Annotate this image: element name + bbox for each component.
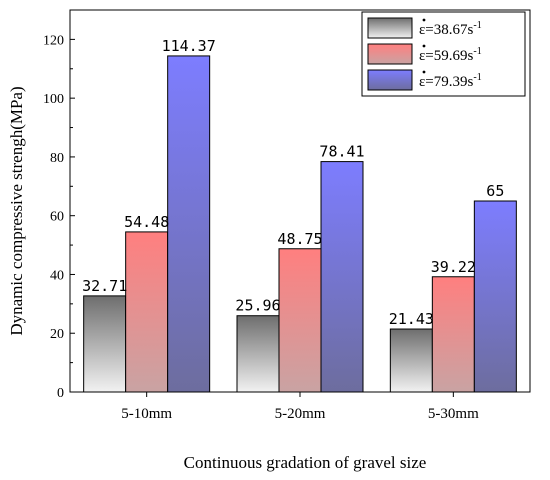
legend-rate-dot: [422, 70, 426, 74]
legend: ε=38.67s-1 ε=59.69s-1 ε=79.39s-1: [361, 11, 526, 97]
legend-label: ε=59.69s-1: [419, 46, 482, 64]
x-tick-label: 5-10mm: [121, 406, 172, 422]
y-tick-label: 0: [57, 386, 64, 401]
bar: [473, 200, 517, 393]
y-tick-label: 40: [50, 268, 64, 283]
legend-swatch: [367, 69, 413, 91]
bar-value-label: 21.43: [389, 310, 434, 328]
x-axis: 5-10mm 5-20mm 5-30mm: [121, 392, 479, 422]
y-tick-label: 80: [50, 151, 64, 166]
y-tick-label: 60: [50, 210, 64, 225]
bar-value-label: 65: [486, 182, 504, 200]
bar-value-label: 78.41: [319, 143, 364, 161]
bar: [389, 328, 433, 393]
legend-swatch: [367, 43, 413, 65]
bar-value-label: 25.96: [235, 297, 280, 315]
legend-rate-dot: [422, 44, 426, 48]
legend-rate-dot: [422, 18, 426, 22]
bar: [320, 161, 364, 393]
x-tick-label: 5-30mm: [428, 406, 479, 422]
bar: [431, 276, 475, 393]
legend-swatch: [367, 17, 413, 39]
x-tick-label: 5-20mm: [275, 406, 326, 422]
y-tick-label: 20: [50, 327, 64, 342]
y-tick-label: 120: [43, 33, 64, 48]
bar: [167, 55, 211, 393]
y-axis-title: Dynamic compressive strengh(MPa): [7, 86, 26, 335]
bar-value-label: 114.37: [162, 37, 216, 55]
bar-value-label: 39.22: [431, 258, 476, 276]
bar: [278, 248, 322, 393]
bar: [236, 315, 280, 393]
bar-value-label: 48.75: [277, 230, 322, 248]
value-labels-group: 32.71 54.48 114.37 25.96 48.75 78.41 21.43 39.2…: [82, 37, 504, 328]
bar: [125, 231, 169, 393]
bar-value-label: 32.71: [82, 277, 127, 295]
bar: [83, 295, 127, 393]
legend-label: ε=38.67s-1: [419, 20, 482, 38]
x-axis-title: Continuous gradation of gravel size: [184, 453, 427, 472]
y-axis: 0 20 40 60 80 100 120: [43, 33, 75, 401]
y-tick-label: 100: [43, 92, 64, 107]
legend-label: ε=79.39s-1: [419, 72, 482, 90]
bar-value-label: 54.48: [124, 213, 169, 231]
